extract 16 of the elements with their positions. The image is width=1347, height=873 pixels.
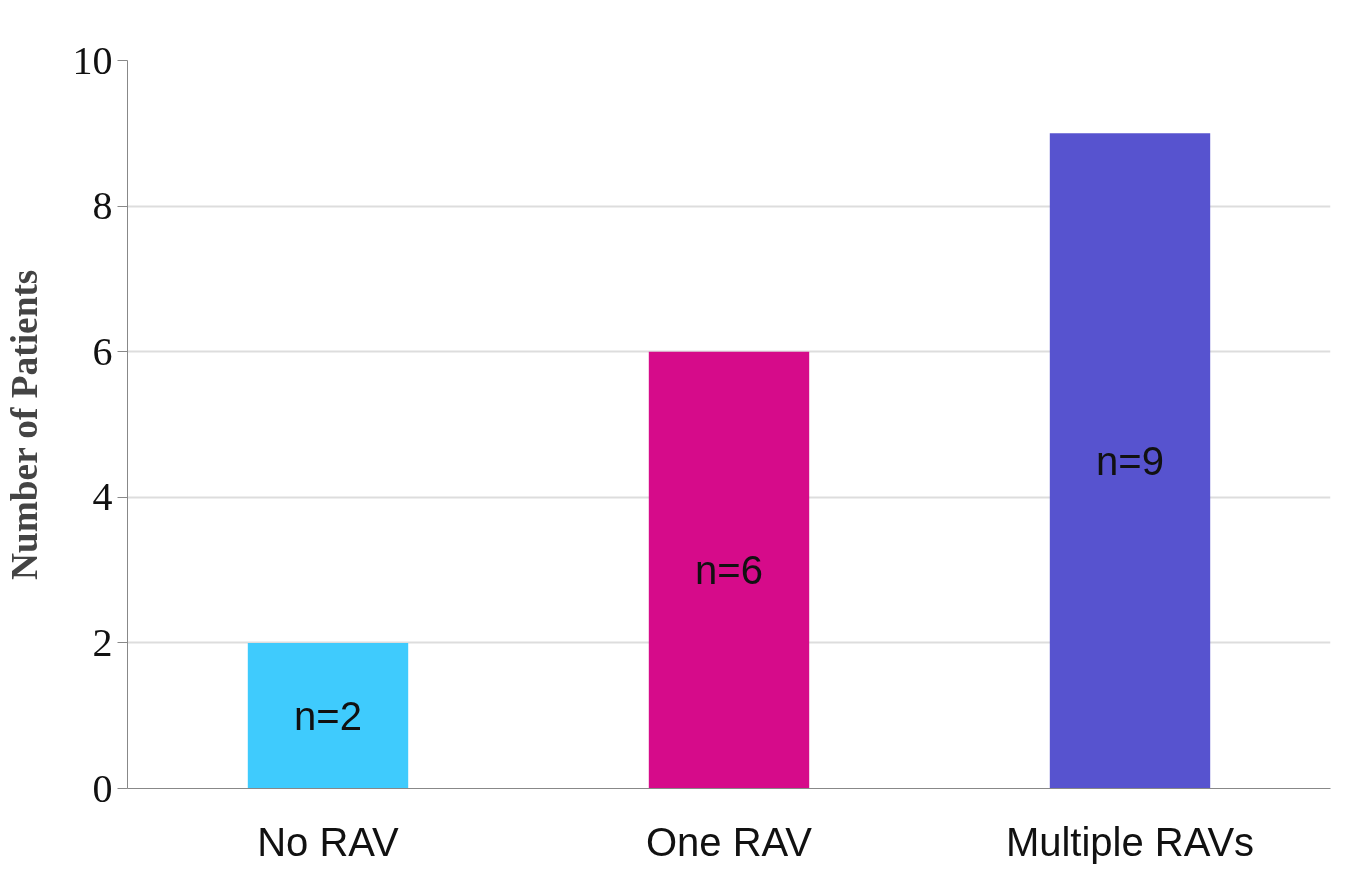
data-label: n=9 bbox=[1096, 438, 1164, 483]
y-tick-label: 2 bbox=[92, 619, 113, 665]
y-tick-label: 4 bbox=[92, 474, 113, 520]
bar bbox=[247, 642, 409, 789]
data-label: n=6 bbox=[695, 548, 763, 593]
data-label: n=2 bbox=[294, 693, 362, 738]
x-tick-label: One RAV bbox=[646, 819, 813, 864]
y-tick-label: 0 bbox=[92, 765, 113, 811]
y-axis-title: Number of Patients bbox=[3, 269, 45, 581]
bar bbox=[1049, 133, 1211, 789]
y-tick-label: 10 bbox=[72, 37, 113, 83]
y-tick-label: 6 bbox=[92, 328, 113, 374]
bar bbox=[648, 351, 810, 789]
x-tick-label: No RAV bbox=[257, 819, 400, 864]
x-tick-label: Multiple RAVs bbox=[1005, 819, 1255, 864]
y-tick-label: 8 bbox=[92, 183, 113, 229]
